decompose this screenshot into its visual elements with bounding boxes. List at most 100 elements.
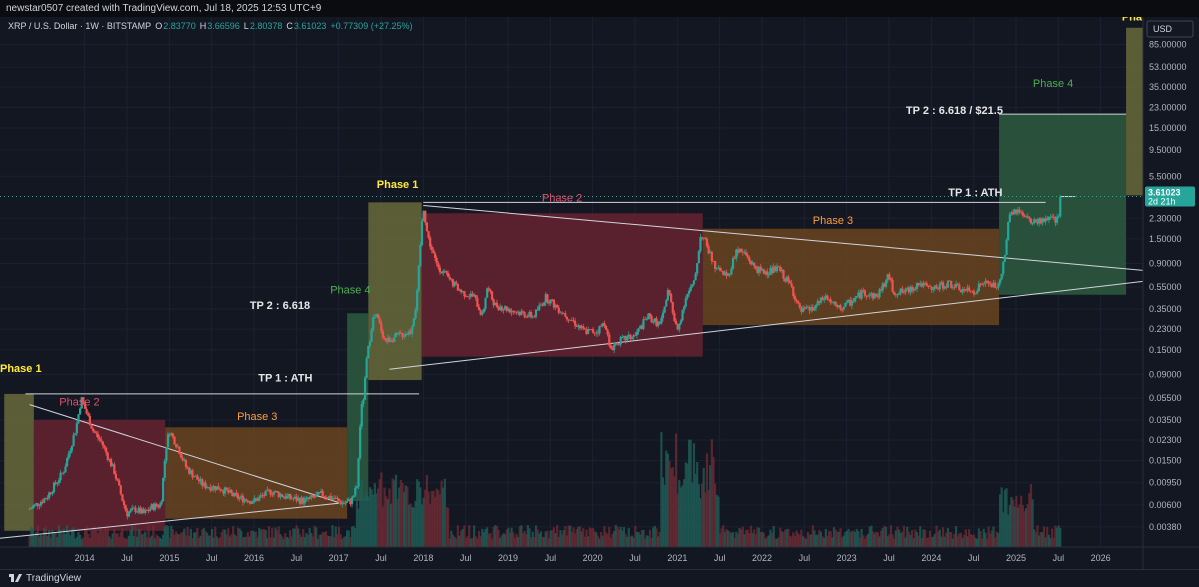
candle-body: [228, 489, 232, 493]
volume-bar: [192, 532, 196, 547]
candle-body: [346, 501, 349, 503]
candle-body: [681, 310, 684, 321]
ohlc-label: C: [286, 21, 293, 31]
volume-bar: [784, 529, 787, 547]
volume-bar: [482, 532, 486, 547]
volume-bar: [359, 485, 362, 547]
volume-bar: [295, 525, 298, 547]
volume-bar: [43, 528, 46, 547]
volume-bar: [463, 525, 466, 547]
candle-body: [149, 508, 152, 511]
candle-body: [417, 265, 420, 291]
trend-line[interactable]: [423, 204, 1144, 271]
candle-body: [710, 251, 713, 262]
volume-bar: [647, 536, 650, 547]
candle-body: [917, 282, 920, 286]
candle-body: [528, 311, 531, 316]
y-tick-label: 0.90000: [1149, 258, 1182, 268]
volume-bar: [105, 528, 108, 547]
volume-bar: [362, 499, 365, 547]
annotation-label[interactable]: Phase 3: [237, 411, 277, 423]
candle-body: [315, 494, 318, 498]
tradingview-logo-icon[interactable]: [8, 572, 22, 587]
candle-body: [70, 445, 74, 451]
volume-bar: [590, 528, 593, 547]
price-chart[interactable]: Phase 1 Phase 2 Phase 3 TP 1 : ATH Phase 4 TP…: [0, 11, 1199, 569]
annotation-label[interactable]: Phase 1: [0, 363, 42, 375]
candle-body: [621, 336, 624, 338]
volume-bar: [98, 526, 101, 547]
chart-svg[interactable]: Phase 1 Phase 2 Phase 3 TP 1 : ATH Phase 4 TP…: [0, 11, 1199, 569]
trend-line[interactable]: [0, 502, 339, 539]
volume-bar: [443, 478, 446, 547]
volume-bar: [228, 536, 232, 547]
volume-bar: [150, 535, 153, 547]
candle-body: [694, 273, 697, 281]
phase3-box: [702, 228, 1000, 326]
volume-bar: [883, 525, 886, 547]
x-tick-label: Jul: [375, 553, 387, 563]
volume-bar: [870, 525, 873, 547]
annotation-label[interactable]: Phase 4: [330, 285, 370, 297]
annotation-label[interactable]: Phase 4: [1033, 78, 1073, 90]
candle-body: [735, 249, 738, 259]
candle-body: [609, 345, 613, 349]
candle-body: [44, 498, 48, 500]
candle-body: [541, 304, 544, 306]
volume-bar: [197, 537, 201, 547]
annotation-label[interactable]: TP 2 : 6.618: [250, 300, 310, 312]
candle-body: [630, 337, 634, 340]
annotation-label[interactable]: Phase 2: [542, 193, 582, 205]
volume-bar: [577, 526, 580, 547]
volume-bar: [412, 507, 415, 547]
candle-body: [567, 319, 570, 321]
candle-body: [852, 300, 855, 302]
volume-bar: [544, 531, 547, 547]
annotation-label[interactable]: Phase 3: [813, 215, 853, 227]
phase1-box: [4, 393, 34, 531]
volume-bar: [451, 534, 455, 547]
candle-body: [375, 314, 378, 318]
trend-line[interactable]: [29, 404, 339, 503]
volume-bar: [787, 528, 790, 547]
volume-bar: [201, 529, 204, 547]
volume-bar: [1057, 525, 1060, 547]
candle-body: [235, 492, 238, 495]
currency-button-label[interactable]: USD: [1153, 24, 1173, 34]
volume-bar: [842, 535, 845, 547]
candle-body: [77, 414, 80, 424]
annotation-label[interactable]: Phase: [1122, 11, 1154, 23]
volume-bar: [533, 536, 536, 547]
candle-body: [230, 489, 233, 494]
volume-bar: [96, 533, 100, 547]
candle-body: [530, 311, 533, 318]
volume-bar: [847, 528, 850, 547]
annotation-label[interactable]: TP 2 : 6.618 / $21.5: [906, 105, 1003, 117]
x-tick-label: 2017: [329, 553, 349, 563]
volume-bar: [427, 491, 430, 547]
annotation-label[interactable]: Phase 1: [377, 179, 419, 191]
trend-line[interactable]: [389, 280, 1144, 370]
annotation-label[interactable]: Phase 2: [59, 397, 99, 409]
candle-body: [709, 251, 712, 254]
volume-bar: [289, 530, 292, 547]
volume-bar: [795, 530, 798, 547]
volume-bar: [246, 532, 249, 547]
annotation-label[interactable]: TP 1 : ATH: [258, 372, 312, 384]
candle-body: [608, 334, 611, 346]
candle-body: [267, 489, 271, 491]
candle-body: [1018, 209, 1021, 212]
candle-body: [150, 504, 153, 509]
annotation-label[interactable]: TP 1 : ATH: [948, 187, 1002, 199]
currency-button[interactable]: [1146, 20, 1194, 38]
volume-bar: [880, 530, 883, 547]
volume-bar: [331, 525, 334, 547]
ohlc-value: 2.80378: [250, 21, 283, 31]
candle-body: [867, 295, 870, 297]
candle-body: [175, 444, 178, 448]
footer-brand[interactable]: TradingView: [26, 573, 82, 584]
volume-bar: [253, 531, 256, 547]
phase4-box: [347, 313, 369, 501]
candle-body: [98, 437, 101, 440]
candle-body: [832, 301, 836, 303]
